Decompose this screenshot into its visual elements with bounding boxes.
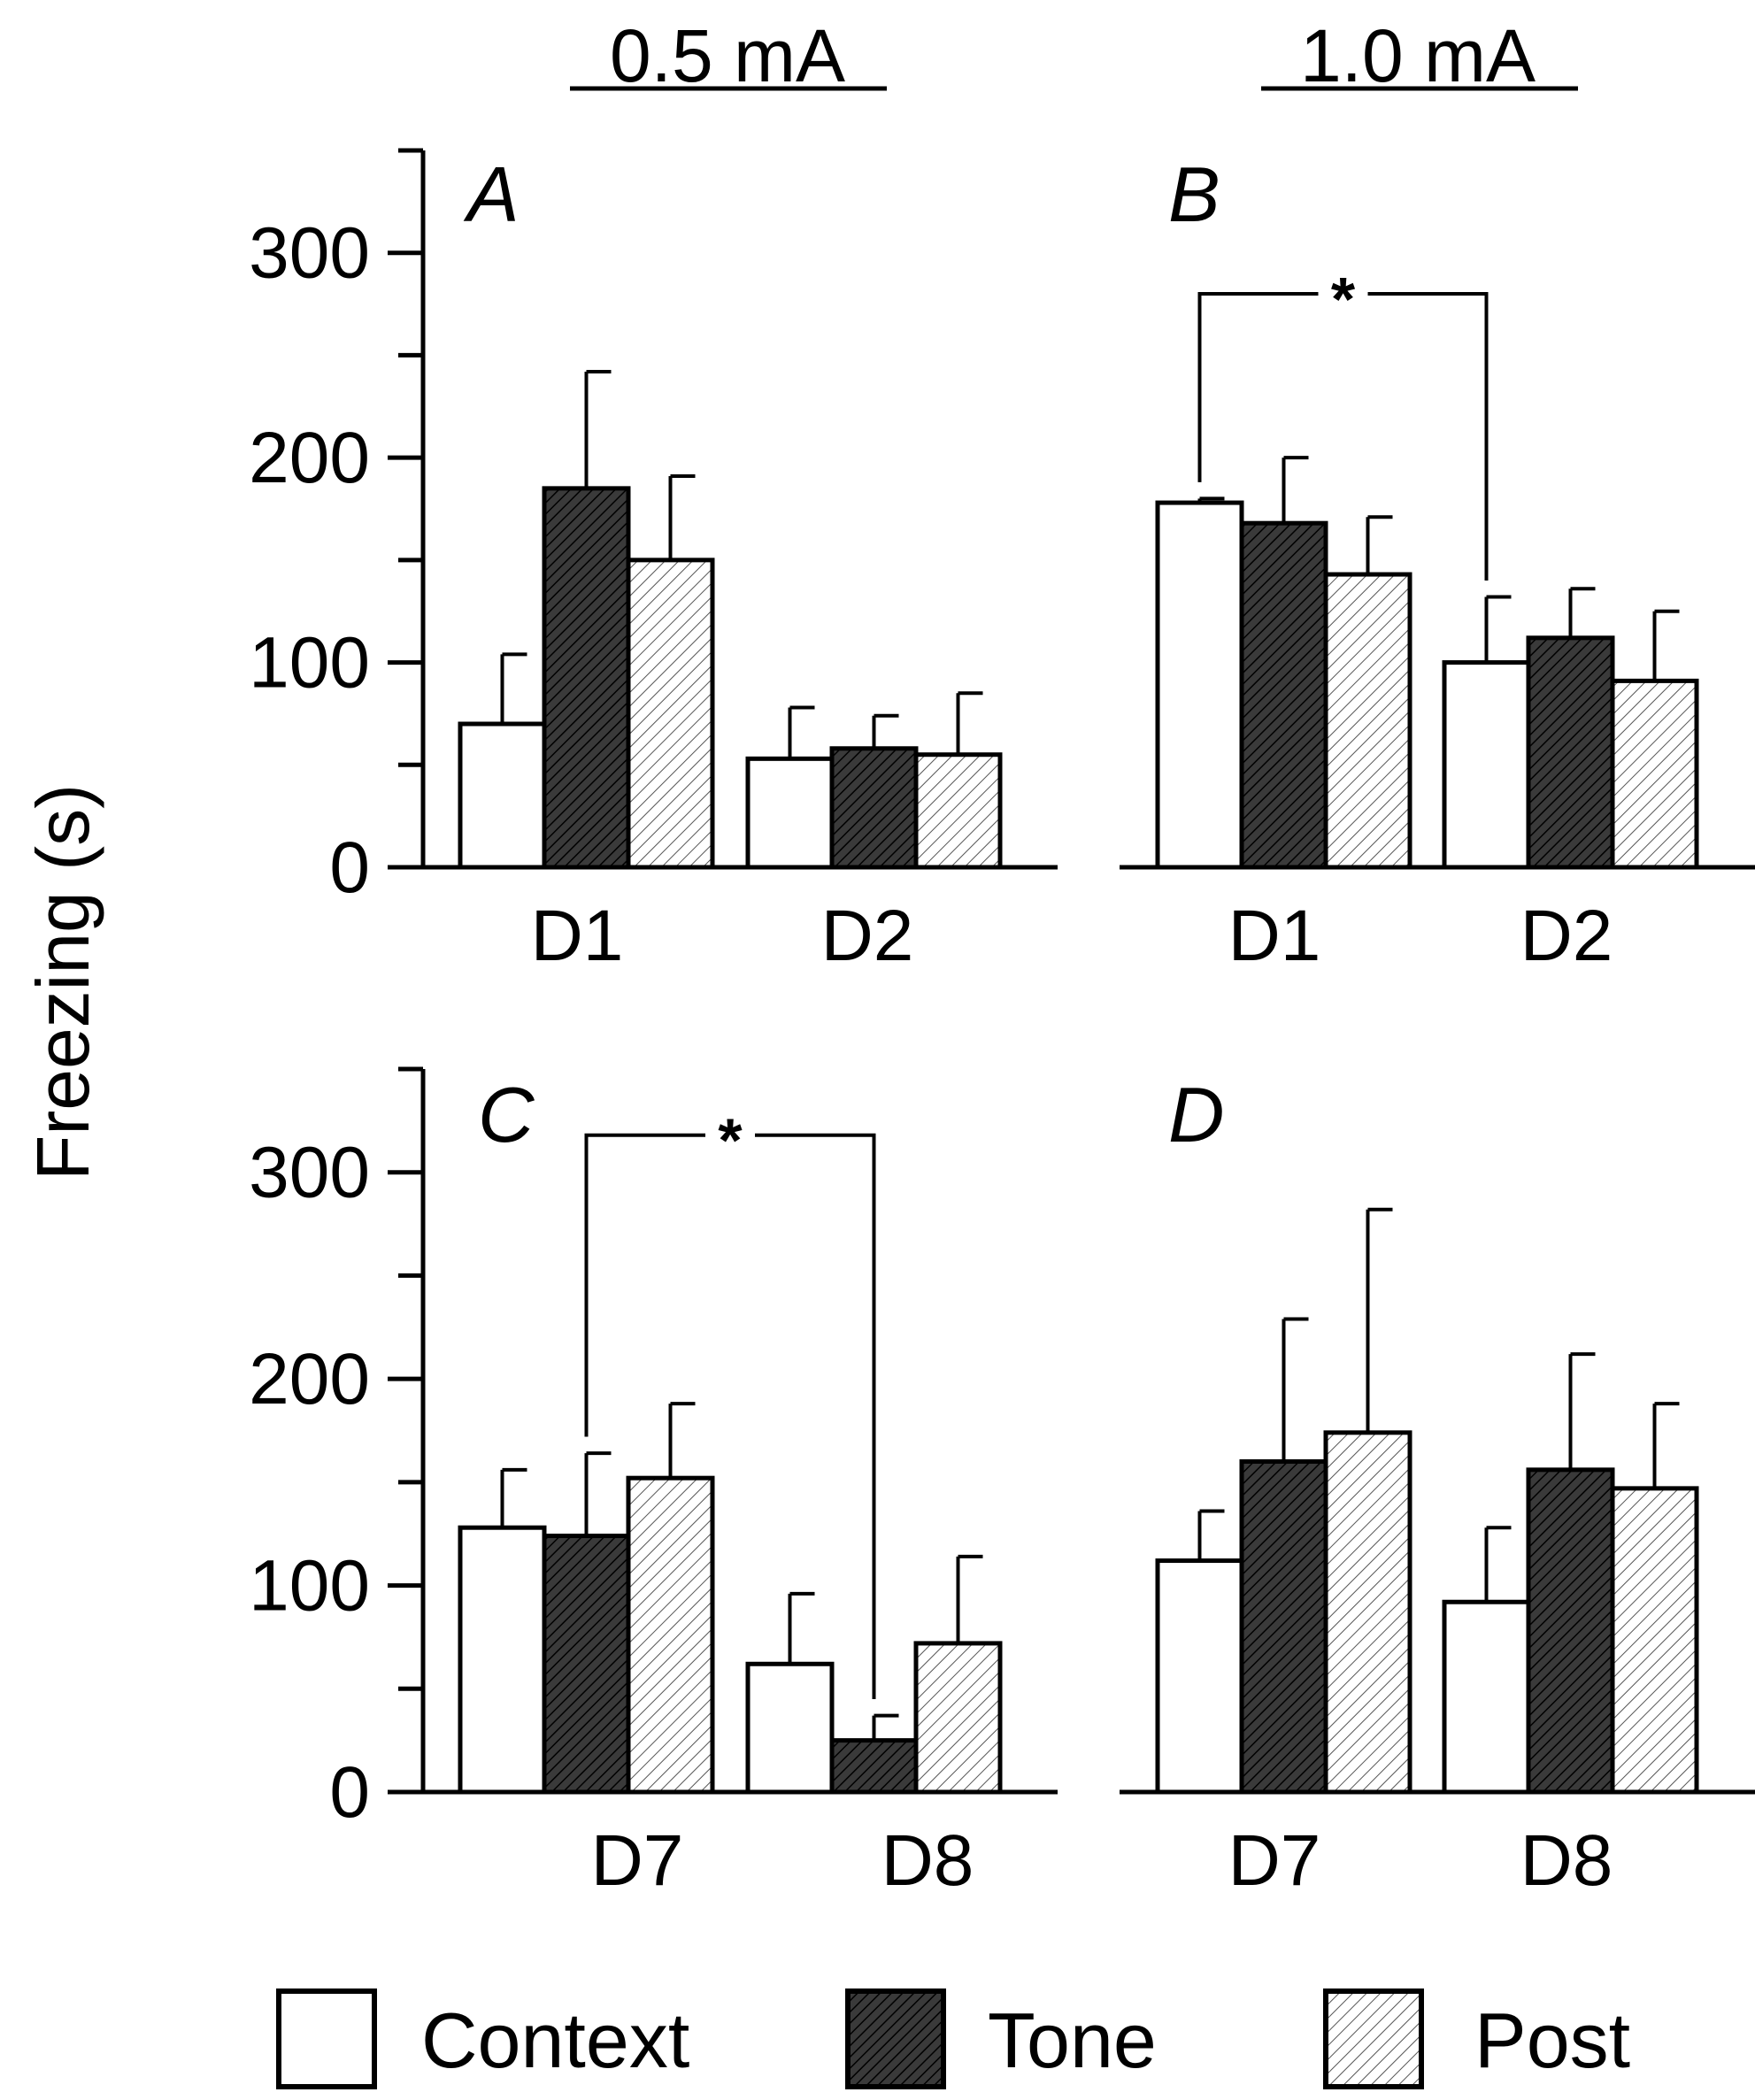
significance-star-c-0: * (718, 1106, 743, 1175)
panel-letter-d: D (1168, 1071, 1225, 1158)
y-tick-label-a-0: 0 (329, 827, 370, 908)
significance-bracket-b-0 (1197, 292, 1489, 581)
category-label-b-d1: D1 (1228, 896, 1321, 976)
legend-label-context: Context (421, 1996, 689, 2084)
y-axis-label: Freezing (s) (21, 784, 104, 1181)
panel-letter-c: C (478, 1071, 535, 1158)
y-tick-label-a-100: 100 (249, 623, 370, 704)
y-tick-label-a-300: 300 (249, 213, 370, 294)
bar-d-d7-context (1155, 1558, 1244, 1795)
bar-b-d2-post (1610, 678, 1699, 870)
y-tick-label-c-0: 0 (329, 1752, 370, 1833)
panel-c: C D7 D8 0 100 200 300 * (249, 1066, 1058, 1901)
category-label-d-d8: D8 (1520, 1820, 1613, 1901)
bar-d-d8-context (1442, 1599, 1531, 1795)
legend-swatch-tone (845, 1988, 946, 2089)
column-title-left: 0.5 mA (610, 14, 845, 97)
legend-swatch-context (276, 1988, 377, 2089)
category-label-b-d2: D2 (1520, 896, 1613, 976)
bar-c-d8-post (913, 1641, 1003, 1795)
category-label-d-d7: D7 (1228, 1820, 1321, 1901)
panel-b: B D1 D2 * (1120, 150, 1755, 976)
panel-letter-a: A (463, 150, 520, 238)
bar-d-d7-tone (1239, 1459, 1328, 1795)
bar-a-d2-tone (829, 746, 919, 870)
panel-d: D D7 D8 (1120, 1071, 1755, 1901)
bar-b-d2-context (1442, 660, 1531, 870)
legend-swatch-post (1323, 1988, 1424, 2089)
bar-a-d2-post (913, 752, 1003, 870)
bar-b-d1-context (1155, 500, 1244, 870)
y-tick-label-c-200: 200 (249, 1339, 370, 1419)
bar-b-d1-post (1323, 572, 1412, 870)
bar-a-d2-context (745, 756, 835, 870)
panel-letter-b: B (1168, 150, 1220, 238)
legend-label-tone: Tone (988, 1996, 1157, 2084)
bar-c-d7-post (626, 1475, 715, 1795)
legend: Context Tone Post (276, 1988, 1630, 2089)
y-tick-label-c-100: 100 (249, 1546, 370, 1627)
bar-c-d7-context (458, 1525, 547, 1795)
bar-c-d8-tone (829, 1738, 919, 1795)
bar-c-d8-context (745, 1661, 835, 1795)
bar-a-d1-post (626, 558, 715, 870)
significance-star-b-0: * (1331, 265, 1356, 334)
y-tick-label-c-300: 300 (249, 1133, 370, 1213)
bar-a-d1-tone (542, 486, 631, 870)
bar-d-d8-post (1610, 1486, 1699, 1795)
bar-b-d2-tone (1526, 635, 1615, 870)
column-title-right: 1.0 mA (1300, 14, 1536, 97)
category-label-a-d1: D1 (531, 896, 624, 976)
y-tick-label-a-200: 200 (249, 418, 370, 498)
bar-d-d7-post (1323, 1430, 1412, 1795)
significance-bracket-c-0 (584, 1133, 876, 1699)
panel-a: A D1 D2 0 100 200 300 (249, 148, 1058, 976)
category-label-a-d2: D2 (821, 896, 914, 976)
bar-b-d1-tone (1239, 520, 1328, 870)
bar-a-d1-context (458, 721, 547, 870)
bar-c-d7-tone (542, 1534, 631, 1795)
category-label-c-d7: D7 (591, 1820, 684, 1901)
bar-d-d8-tone (1526, 1467, 1615, 1795)
category-label-c-d8: D8 (881, 1820, 974, 1901)
legend-label-post: Post (1474, 1996, 1630, 2084)
